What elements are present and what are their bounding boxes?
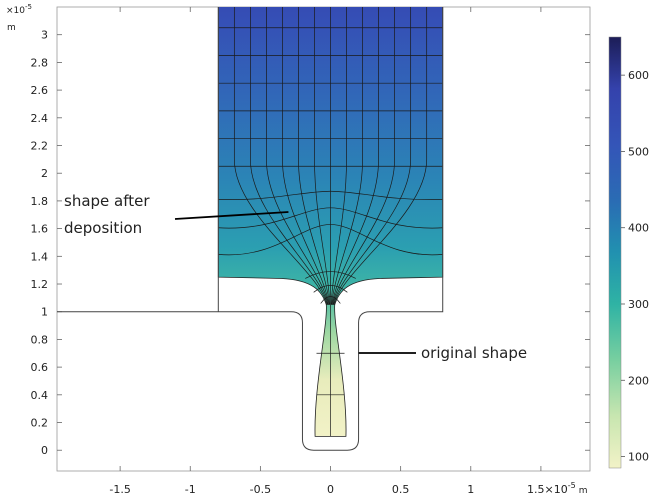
mesh-vertical [333,7,428,305]
annotation-original-shape: original shape [358,344,527,362]
x-tick-label: 0.5 [392,483,410,496]
y-tick-label: 2.6 [31,84,49,97]
x-tick-label: -1 [185,483,196,496]
y-axis: 0 0.2 0.4 0.6 0.8 1 1.2 1.4 1.6 1.8 2 2.2 2.4 2.6 2.8 3 [31,29,590,457]
y-tick-label: 0.8 [31,333,49,346]
colorbar-tick-label: 100 [628,451,649,464]
y-tick-label: 2.8 [31,56,49,69]
mesh-vertical [333,7,412,305]
x-axis-scale-last-tick: 1.5 [527,483,545,496]
y-tick-label: 2.4 [31,112,49,125]
annotation-shape-after-line2: deposition [64,219,142,237]
mesh-vertical [331,7,379,305]
colorbar-tick-label: 200 [628,374,649,387]
mesh-vertical [298,7,330,305]
y-tick-label: 1.2 [31,278,49,291]
colorbar [608,36,622,469]
y-axis-unit: m [7,23,16,33]
mesh-vertical [331,7,363,305]
colorbar-tick-label: 400 [628,222,649,235]
y-tick-label: 0.2 [31,417,49,430]
mesh-lines [218,7,443,437]
colorbar-tick-label: 500 [628,145,649,158]
y-axis-scale-label: ×10-5 [6,3,32,16]
mesh-vertical [332,7,395,305]
y-tick-label: 0.6 [31,361,49,374]
annotation-shape-after: shape after deposition [64,192,289,237]
y-tick-label: 0.4 [31,389,49,402]
annotation-shape-after-line [174,211,289,220]
mesh-vertical [314,7,331,305]
mesh-vertical [330,7,347,305]
x-tick-label: 1 [467,483,474,496]
y-tick-label: 2.2 [31,140,49,153]
mesh-vertical [250,7,328,305]
original-shape-outline [57,7,444,451]
annotation-original-shape-text: original shape [421,344,527,362]
y-tick-label: 3 [41,29,48,42]
mesh-vertical [266,7,329,305]
x-tick-label: -0.5 [250,483,271,496]
y-tick-label: 1 [41,306,48,319]
y-tick-label: 1.8 [31,195,49,208]
colorbar-ticks: 100 200 300 400 500 600 [621,69,649,464]
y-tick-label: 1.6 [31,223,49,236]
x-tick-label: -1.5 [109,483,130,496]
colorbar-tick-label: 600 [628,69,649,82]
y-tick-label: 0 [41,444,48,457]
mesh-vertical [233,7,328,305]
x-tick-label: 0 [327,483,334,496]
x-axis-scale-label: 1.5×10-5m [527,481,587,496]
colorbar-tick-label: 300 [628,298,649,311]
annotation-shape-after-line1: shape after [64,192,150,210]
y-tick-label: 2 [41,167,48,180]
mesh-vertical [282,7,330,305]
y-tick-label: 1.4 [31,250,49,263]
